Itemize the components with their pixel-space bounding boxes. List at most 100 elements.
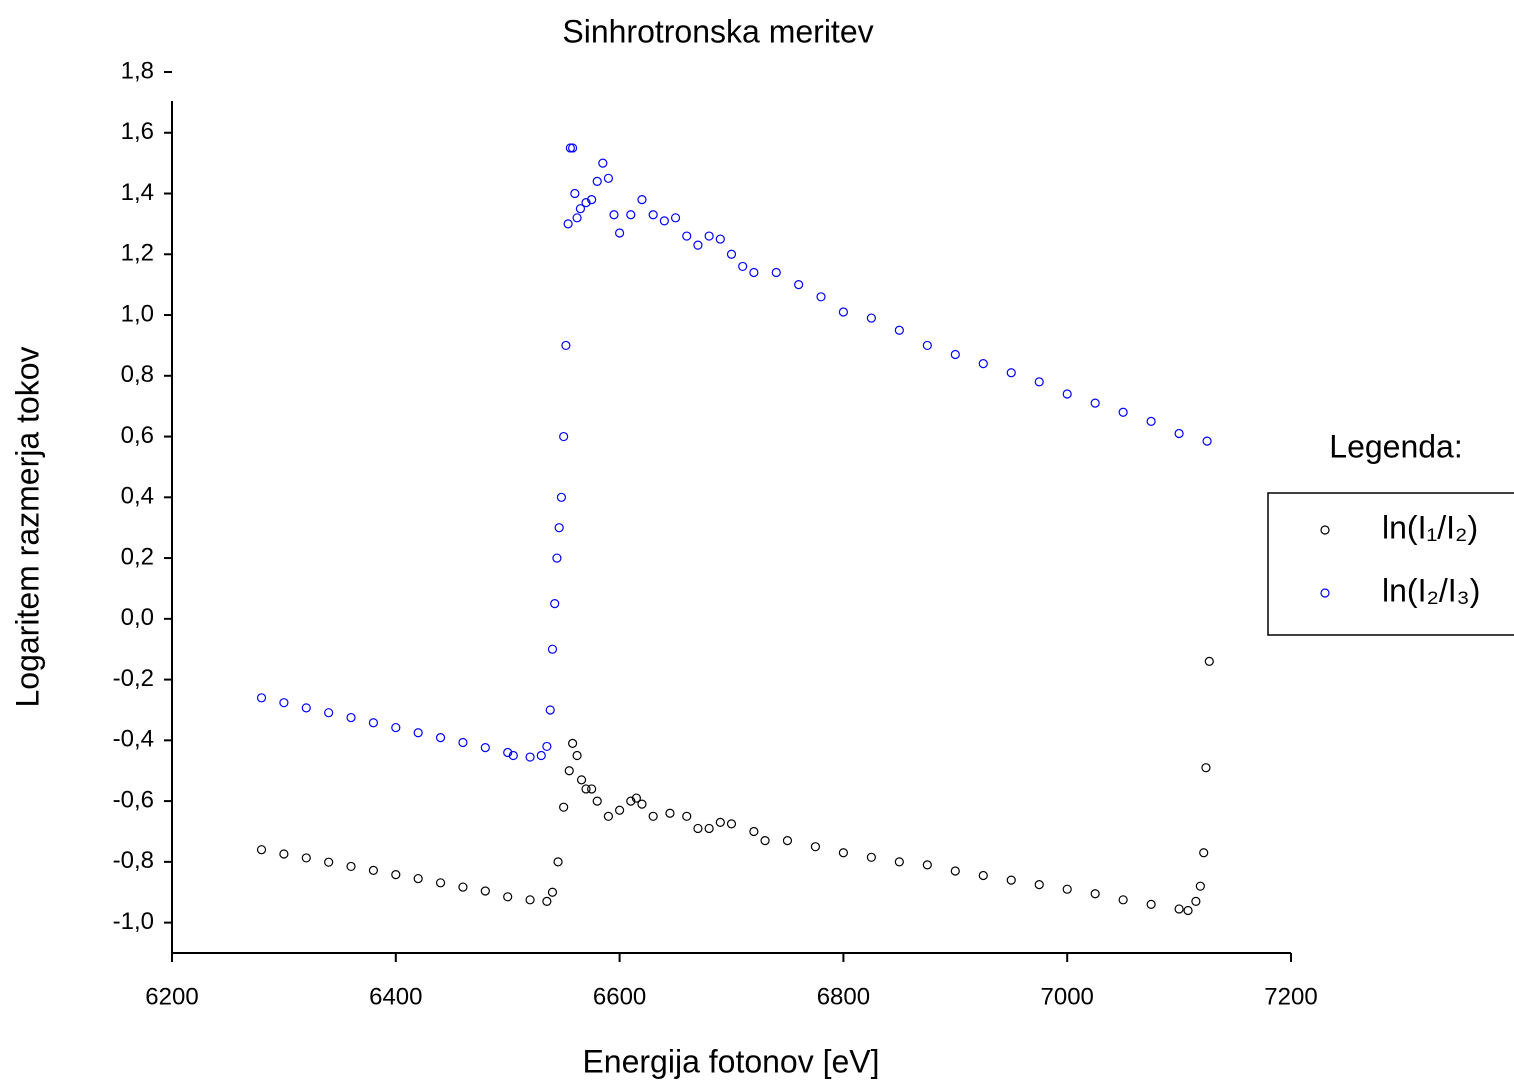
point [256,693,267,703]
y-tick-label: -0,4 [113,726,154,753]
point [1191,896,1201,906]
point [458,882,468,892]
point [480,743,490,753]
point [581,784,591,794]
point [1006,875,1016,885]
point [324,857,334,867]
point [346,712,356,723]
y-tick-label: -0,2 [113,665,154,692]
y-axis-label: Logaritem razmerja tokov [9,346,45,707]
point [503,747,513,758]
point [1195,881,1205,891]
point [592,796,602,806]
point [598,158,608,168]
point [525,895,535,905]
point [547,887,558,897]
point [1199,848,1209,858]
point [301,853,311,863]
point [563,219,573,229]
point [545,705,555,715]
point [1034,880,1044,890]
point [458,737,468,748]
y-tick-label: 1,2 [121,240,154,267]
point [1090,398,1100,408]
point [1174,428,1184,439]
legend-label: ln(I₂/I₃) [1382,572,1480,608]
y-tick-label: 1,8 [121,57,154,84]
legend-label: ln(I₁/I₂) [1382,509,1478,545]
x-tick-label: 6800 [817,983,870,1010]
point [324,708,334,718]
point [559,802,569,812]
point [816,292,826,302]
point [503,892,513,902]
point [592,176,602,186]
point [603,173,614,183]
y-tick-label: -0,8 [113,847,154,874]
point [564,766,574,776]
y-tick-label: 0,6 [121,422,154,449]
point [614,805,625,815]
point [391,870,401,880]
point [894,857,904,867]
point [279,698,289,708]
point [603,811,614,821]
point [413,873,423,884]
y-tick-label: 0,0 [121,604,154,631]
legend-marker [1320,525,1330,535]
point [435,878,446,888]
point [413,728,423,738]
point [554,523,564,533]
point [1201,763,1211,773]
point [572,750,582,761]
point [978,359,988,369]
point [771,267,781,278]
y-tick-label: 0,4 [121,483,154,510]
point [715,234,725,244]
point [637,194,647,205]
point [838,848,849,858]
point [693,823,703,834]
point [572,213,582,223]
point [547,644,558,654]
point [1204,656,1214,666]
legend-box [1267,492,1514,636]
point [256,845,267,855]
point [1034,377,1044,387]
point [682,811,692,821]
point [715,817,725,827]
point [570,188,580,199]
point [866,313,876,323]
point [553,857,563,867]
x-axis-label: Energija fotonov [eV] [582,1043,879,1079]
point [508,750,518,761]
chart-title: Sinhrotronska meritev [562,13,873,49]
point [810,842,821,852]
y-tick-label: 1,6 [121,118,154,145]
point [704,823,714,834]
point [391,722,401,733]
point [536,750,546,761]
point [575,204,586,214]
point [1062,884,1072,894]
point [922,860,932,870]
y-tick-label: 0,8 [121,361,154,388]
x-tick-label: 7000 [1041,983,1094,1010]
x-tick-label: 6600 [593,983,646,1010]
point [561,340,571,351]
point [576,775,587,785]
point [552,553,562,563]
point [368,865,379,875]
point [670,213,681,223]
y-tick-label: 1,4 [121,179,154,206]
point [738,261,748,272]
point [542,896,552,906]
point [542,741,552,752]
point [1118,407,1128,417]
point [637,799,647,809]
point [1006,368,1016,378]
point [866,852,876,862]
point [1146,416,1156,426]
point [978,870,988,881]
